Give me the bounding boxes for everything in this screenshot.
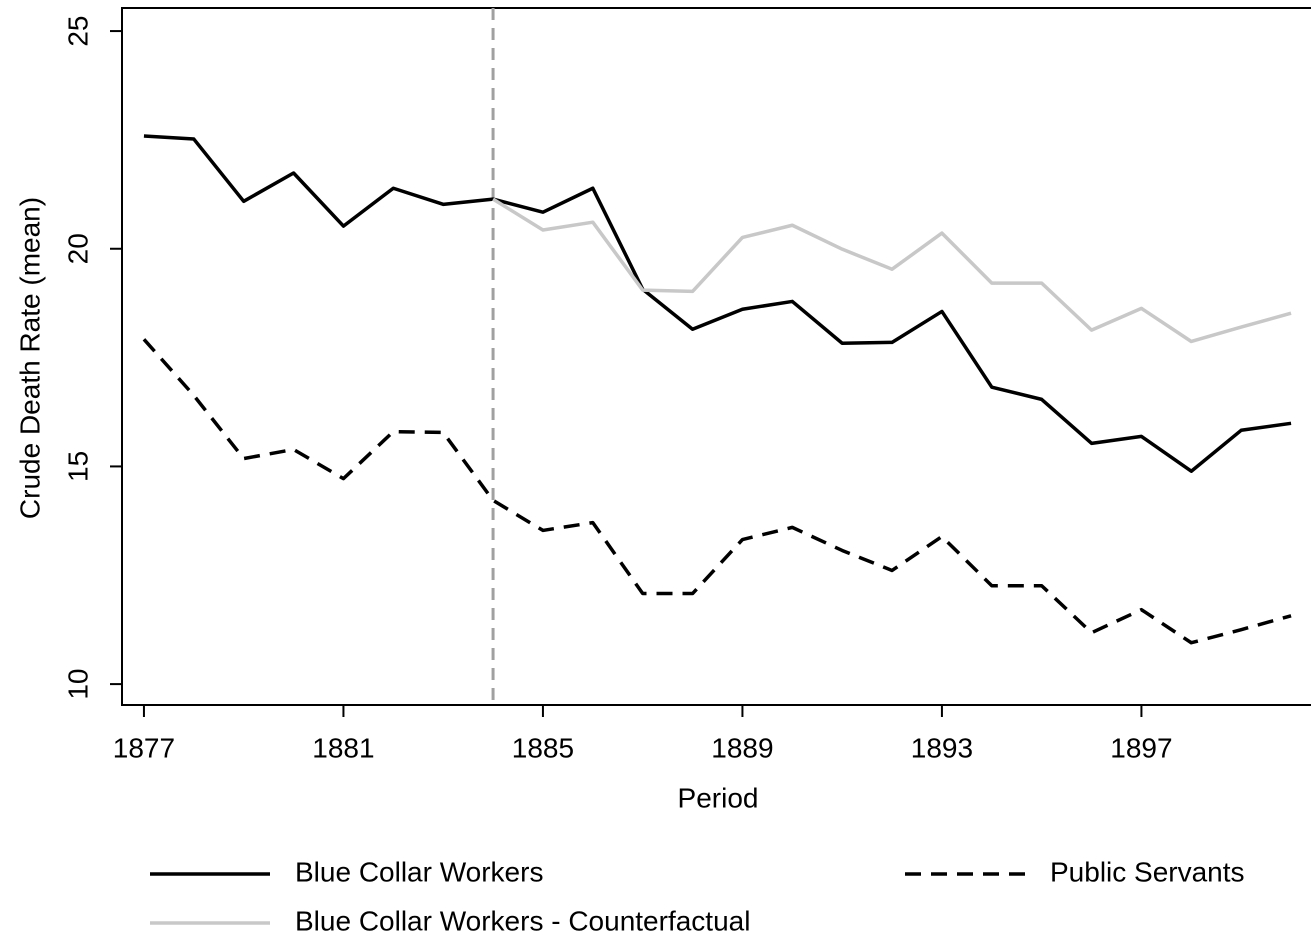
y-tick-label: 15 xyxy=(62,451,93,482)
plot-frame xyxy=(121,7,1311,706)
legend-label: Blue Collar Workers xyxy=(295,856,543,887)
series-line xyxy=(142,338,1292,645)
series-line xyxy=(492,197,1292,344)
y-axis-label: Crude Death Rate (mean) xyxy=(14,197,45,519)
x-axis-label: Period xyxy=(678,782,759,813)
legend-label: Blue Collar Workers - Counterfactual xyxy=(295,905,750,936)
x-tick-label: 1897 xyxy=(1110,732,1172,763)
x-tick-label: 1877 xyxy=(113,732,175,763)
x-tick-label: 1885 xyxy=(512,732,574,763)
x-tick-label: 1893 xyxy=(911,732,973,763)
y-tick-label: 25 xyxy=(62,15,93,46)
x-tick-label: 1881 xyxy=(312,732,374,763)
x-tick-label: 1889 xyxy=(711,732,773,763)
series-line xyxy=(143,134,1292,473)
y-tick-label: 20 xyxy=(62,233,93,264)
legend-label: Public Servants xyxy=(1050,856,1245,887)
y-tick-label: 10 xyxy=(62,669,93,700)
